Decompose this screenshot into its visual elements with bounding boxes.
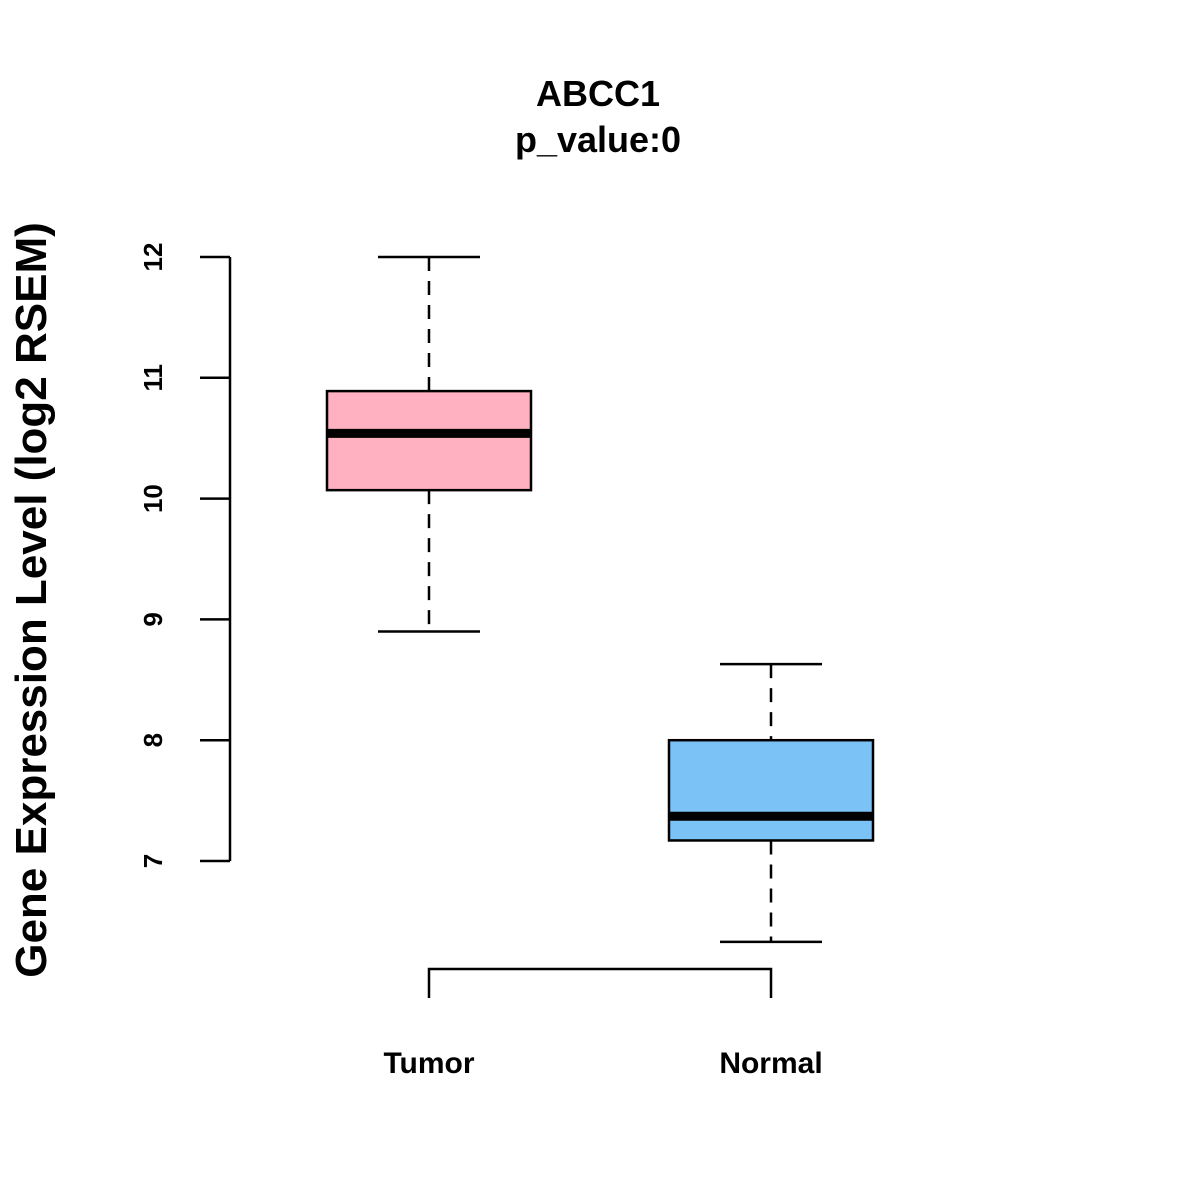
chart-title: ABCC1 xyxy=(536,73,660,114)
box-tumor xyxy=(325,255,533,633)
x-category-label-normal: Normal xyxy=(719,1047,822,1080)
box-normal xyxy=(667,662,875,944)
y-tick-label-12: 12 xyxy=(138,243,168,272)
y-axis: 7 8 9 10 11 12 xyxy=(138,243,232,868)
significance-bracket xyxy=(427,967,773,998)
y-tick-label-10: 10 xyxy=(138,484,168,513)
bracket-line xyxy=(427,967,773,998)
y-tick-label-9: 9 xyxy=(138,612,168,626)
y-tick-label-7: 7 xyxy=(138,854,168,868)
y-tick-label-11: 11 xyxy=(138,364,168,392)
x-category-label-tumor: Tumor xyxy=(383,1047,474,1080)
boxes-group xyxy=(325,255,875,944)
chart-subtitle: p_value:0 xyxy=(515,119,681,160)
y-tick-label-8: 8 xyxy=(138,733,168,747)
iqr-box xyxy=(325,389,533,492)
category-labels: Tumor Normal xyxy=(383,1047,822,1080)
y-axis-label: Gene Expression Level (log2 RSEM) xyxy=(7,222,56,978)
iqr-box xyxy=(667,738,875,842)
